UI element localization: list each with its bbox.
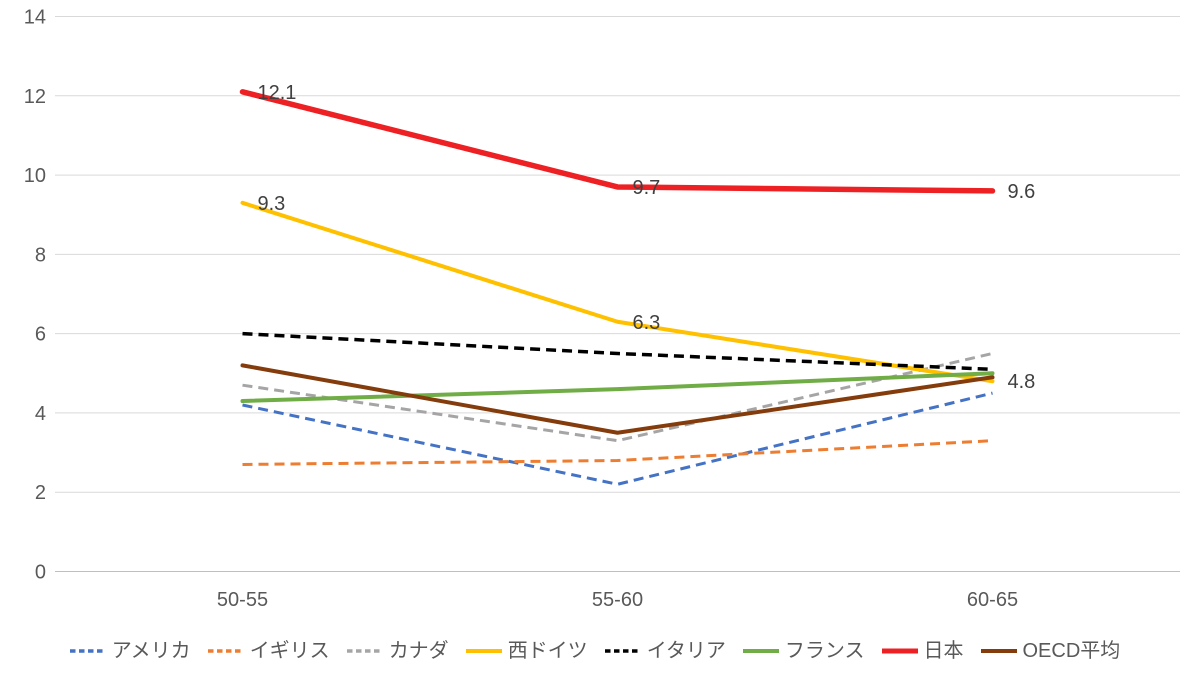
legend-label: カナダ (388, 640, 449, 662)
data-label: 6.3 (633, 312, 661, 334)
y-axis-tick-label: 8 (35, 244, 46, 266)
legend-item-uk: イギリス (207, 640, 330, 662)
data-label: 4.8 (1008, 371, 1036, 393)
legend-item-italy: イタリア (604, 640, 726, 662)
series-line-イタリア (242, 331, 993, 372)
legend-label: イタリア (646, 640, 726, 662)
data-label: 12.1 (258, 82, 297, 104)
data-label: 9.3 (258, 193, 286, 215)
y-axis-tick-label: 10 (24, 165, 46, 187)
x-axis-tick-label: 55-60 (592, 589, 643, 611)
japan-line-swatch-icon (881, 648, 918, 654)
data-label: 9.7 (633, 177, 661, 199)
y-axis-tick-label: 0 (35, 562, 46, 584)
legend-item-canada: カナダ (346, 640, 449, 662)
legend-label: OECD平均 (1022, 640, 1121, 662)
y-axis-tick-label: 2 (35, 482, 46, 504)
series-line-イギリス (242, 439, 993, 466)
series-line-OECD平均 (240, 363, 995, 435)
legend-label: フランス (784, 640, 865, 662)
series-line-西ドイツ (240, 200, 995, 384)
oecd-average-line-swatch-icon (980, 649, 1017, 653)
y-axis-tick-label: 4 (35, 403, 46, 425)
canada-line-swatch-icon (346, 649, 383, 653)
data-label: 9.6 (1008, 181, 1036, 203)
legend-item-west-germany: 西ドイツ (465, 640, 588, 662)
y-axis-tick-label: 12 (24, 86, 46, 108)
legend-label: 西ドイツ (507, 640, 588, 662)
y-axis-tick-label: 14 (24, 7, 46, 29)
uk-line-swatch-icon (207, 649, 244, 653)
america-line-swatch-icon (69, 649, 106, 653)
series-line-フランス (240, 371, 995, 404)
plot-area: 0 2 4 6 8 10 12 14 50-55 55-60 60-65 9.3 6.3 4.8 12.1 9… (24, 7, 1180, 611)
legend-label: アメリカ (111, 640, 191, 662)
west-germany-line-swatch-icon (465, 649, 502, 653)
italy-line-swatch-icon (604, 649, 641, 653)
x-axis-tick-label: 50-55 (217, 589, 268, 611)
legend-item-france: フランス (742, 640, 865, 662)
chart-legend: アメリカ イギリス カナダ 西ドイツ イタリア フランス 日本 OECD平均 (0, 641, 1190, 661)
legend-label: イギリス (249, 640, 330, 662)
series-line-日本 (239, 89, 996, 194)
legend-item-japan: 日本 (881, 640, 964, 662)
france-line-swatch-icon (742, 649, 779, 653)
series-line-アメリカ (242, 391, 993, 486)
legend-label: 日本 (923, 640, 964, 662)
legend-item-oecd-average: OECD平均 (980, 640, 1121, 662)
y-axis-tick-label: 6 (35, 324, 46, 346)
legend-item-america: アメリカ (69, 640, 191, 662)
x-axis-tick-label: 60-65 (967, 589, 1018, 611)
